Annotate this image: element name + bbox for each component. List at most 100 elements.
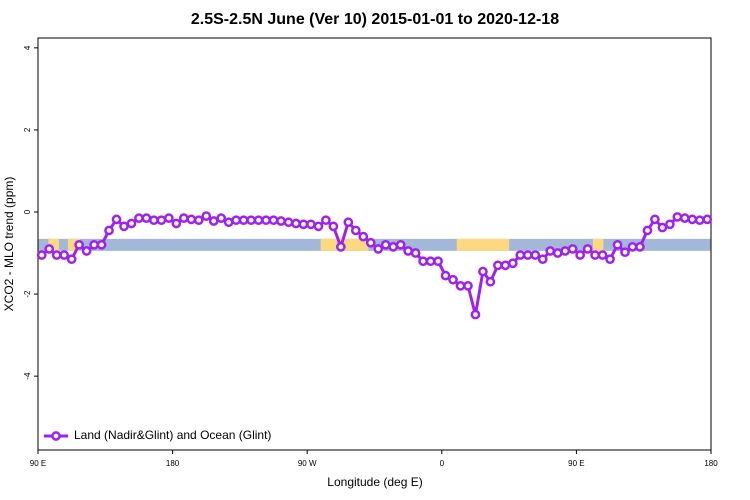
x-tick-label: 0 <box>440 459 445 468</box>
data-point <box>216 213 227 223</box>
data-point <box>582 244 593 254</box>
data-point <box>694 215 705 226</box>
data-point <box>433 256 443 267</box>
data-point <box>515 250 526 260</box>
data-point <box>485 276 496 287</box>
data-point <box>104 225 114 236</box>
x-tick-label: 180 <box>166 459 180 468</box>
data-point <box>470 309 481 320</box>
land-band <box>48 238 59 251</box>
x-tick-label: 90 E <box>568 459 584 468</box>
data-point <box>223 217 234 228</box>
data-point <box>388 242 399 252</box>
legend-marker <box>51 431 61 441</box>
land-band <box>67 238 80 251</box>
data-point <box>96 239 107 250</box>
data-point <box>597 250 608 260</box>
data-point <box>246 215 256 226</box>
data-point <box>612 239 623 250</box>
data-point <box>111 214 122 225</box>
data-point <box>418 256 428 267</box>
data-point <box>343 217 354 228</box>
data-point <box>178 213 189 223</box>
data-point <box>51 250 62 260</box>
data-point <box>81 246 92 256</box>
data-point <box>328 221 339 232</box>
data-point <box>365 237 376 248</box>
data-point <box>231 215 242 226</box>
data-point <box>59 250 70 260</box>
data-point <box>679 213 690 223</box>
data-point <box>620 247 630 258</box>
data-point <box>276 216 286 226</box>
data-point <box>66 254 77 265</box>
data-point <box>321 215 331 226</box>
plot-frame <box>37 37 712 451</box>
data-point <box>403 246 413 256</box>
data-point <box>448 274 458 285</box>
data-point <box>552 248 563 258</box>
data-point <box>373 244 384 254</box>
data-point <box>261 215 271 226</box>
data-point <box>478 266 488 277</box>
data-point <box>186 214 197 225</box>
data-point <box>635 242 645 252</box>
data-point <box>702 214 713 225</box>
series-line <box>40 214 708 315</box>
data-point <box>336 242 346 252</box>
data-point <box>493 260 503 271</box>
data-point <box>283 217 294 228</box>
data-point <box>522 250 533 260</box>
data-point <box>119 221 129 232</box>
data-point <box>313 221 324 232</box>
data-point <box>358 231 369 242</box>
data-point <box>44 244 55 254</box>
data-point <box>425 256 436 267</box>
data-point <box>193 215 204 226</box>
data-point <box>171 218 182 229</box>
data-point <box>238 215 249 226</box>
data-point <box>149 215 159 226</box>
data-point <box>201 211 212 221</box>
data-point <box>545 246 556 256</box>
data-point <box>440 270 451 281</box>
data-point <box>687 214 698 225</box>
data-point <box>605 254 615 265</box>
y-tick-label: -2 <box>23 290 32 298</box>
data-point <box>463 281 473 291</box>
y-axis-label: XCO2 - MLO trend (ppm) <box>2 177 16 312</box>
data-point <box>126 218 137 229</box>
land-band <box>592 238 604 251</box>
x-tick-label: 90 E <box>30 459 46 468</box>
data-point <box>74 239 84 250</box>
data-point <box>36 250 47 260</box>
data-point <box>665 219 675 230</box>
data-point <box>141 213 152 223</box>
data-point <box>500 260 511 271</box>
data-point <box>560 246 571 256</box>
data-point <box>642 225 653 236</box>
data-point <box>350 225 361 236</box>
data-point <box>298 219 309 230</box>
data-point <box>575 250 585 260</box>
data-point <box>156 215 167 226</box>
data-point <box>134 213 144 223</box>
data-point <box>567 244 578 254</box>
data-point <box>507 258 518 269</box>
y-tick-label: 4 <box>23 45 32 50</box>
legend-label: Land (Nadir&Glint) and Ocean (Glint) <box>74 428 271 442</box>
data-point <box>253 215 264 226</box>
data-point <box>410 248 421 258</box>
y-tick-label: 2 <box>23 127 32 132</box>
data-point <box>291 218 301 229</box>
data-point <box>164 213 174 223</box>
chart-title: 2.5S-2.5N June (Ver 10) 2015-01-01 to 20… <box>191 11 559 28</box>
data-point <box>590 250 600 260</box>
data-point <box>380 239 391 250</box>
x-tick-label: 180 <box>704 459 718 468</box>
y-tick-label: 0 <box>23 209 32 214</box>
data-point <box>268 215 279 226</box>
data-point <box>208 216 219 226</box>
